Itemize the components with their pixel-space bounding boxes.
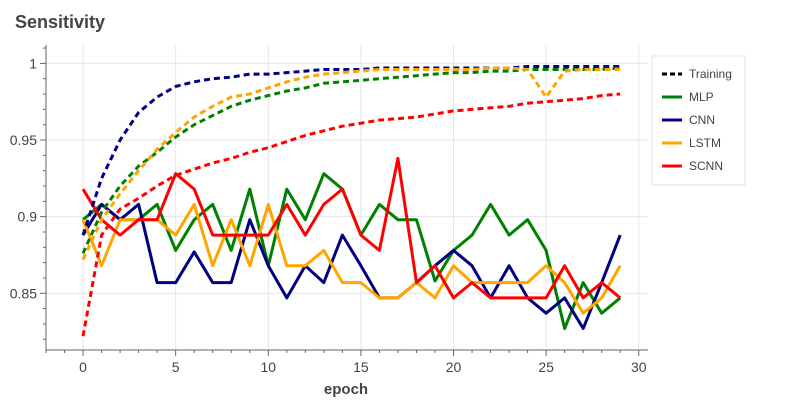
training-line-ffa500 — [81, 66, 621, 261]
x-tick-label: 5 — [172, 359, 180, 375]
x-tick-label: 30 — [631, 359, 647, 375]
legend-label: MLP — [689, 90, 714, 104]
y-tick-label: 0.9 — [18, 209, 38, 225]
chart-title: Sensitivity — [15, 12, 105, 32]
legend-label: LSTM — [689, 136, 721, 150]
legend-label: SCNN — [689, 159, 723, 173]
x-axis-label: epoch — [324, 381, 368, 398]
legend: Training MLP CNN LSTM SCNN — [651, 55, 746, 186]
x-tick-label: 25 — [538, 359, 554, 375]
y-tick-label: 0.85 — [10, 285, 37, 301]
series-line-ff0000 — [81, 156, 622, 300]
x-tick-label: 0 — [79, 359, 87, 375]
series-line-000080 — [81, 202, 622, 330]
legend-label: Training — [689, 67, 732, 81]
series-line-ffa500 — [81, 202, 622, 315]
legend-label: CNN — [689, 113, 715, 127]
y-tick-label: 1 — [29, 55, 37, 71]
x-tick-label: 15 — [353, 359, 369, 375]
y-tick-label: 0.95 — [10, 132, 37, 148]
x-tick-label: 20 — [446, 359, 462, 375]
axes — [45, 45, 648, 351]
x-tick-label: 10 — [260, 359, 276, 375]
series-lines — [81, 65, 622, 337]
y-axis-ticks: 0.85 0.9 0.95 1 — [10, 47, 46, 340]
training-line-ff0000 — [81, 92, 621, 337]
x-axis-ticks: 0 5 10 15 20 25 30 — [45, 350, 647, 375]
